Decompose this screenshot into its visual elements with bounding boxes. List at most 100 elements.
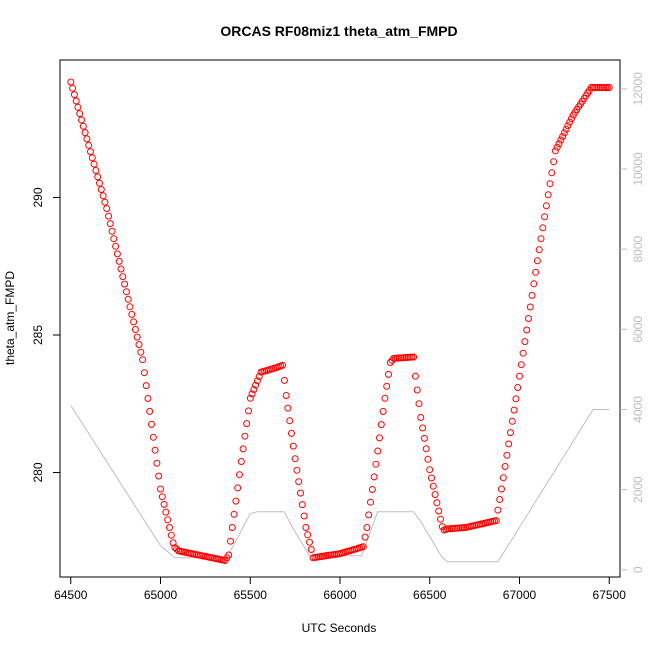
data-point [169, 539, 177, 547]
data-point [166, 524, 173, 531]
data-point [158, 493, 166, 501]
data-point [555, 140, 563, 148]
data-point [142, 382, 150, 390]
data-point [535, 246, 543, 254]
y-tick-label: 280 [31, 462, 45, 482]
data-point [289, 442, 297, 450]
data-point [135, 341, 143, 349]
data-point [431, 491, 439, 498]
data-point [106, 220, 114, 228]
x-tick-label: 67500 [593, 588, 627, 602]
data-point [108, 227, 116, 235]
data-point [72, 97, 80, 105]
data-point [507, 429, 514, 437]
data-point [121, 280, 129, 288]
data-point [83, 135, 91, 143]
x-tick-label: 66500 [413, 588, 447, 602]
data-point [499, 474, 507, 482]
data-point [137, 348, 145, 356]
data-point [99, 192, 107, 200]
data-point [553, 143, 561, 151]
data-point [87, 148, 94, 156]
data-point [428, 474, 435, 482]
data-point [494, 506, 502, 514]
data-point [140, 369, 148, 377]
y2-tick-label: 2000 [631, 476, 645, 503]
data-point [76, 110, 84, 118]
plot-frame [59, 59, 621, 578]
data-point [429, 482, 437, 490]
data-point [361, 533, 369, 541]
data-point [113, 250, 121, 258]
data-point [133, 333, 141, 341]
data-point [559, 133, 567, 140]
data-point [372, 460, 380, 468]
data-point [151, 446, 159, 454]
data-point [74, 103, 82, 111]
data-point [279, 361, 287, 369]
data-point [437, 515, 444, 523]
y-axis-label: theta_atm_FMPD [3, 271, 17, 365]
data-point [241, 432, 249, 440]
data-point [568, 115, 575, 123]
data-point [521, 338, 529, 346]
data-point [562, 125, 570, 133]
x-tick-label: 67000 [503, 588, 537, 602]
data-point [435, 507, 443, 515]
y-tick-label: 285 [31, 325, 45, 345]
data-point [250, 386, 258, 393]
data-point [92, 167, 100, 174]
data-point [359, 543, 367, 551]
data-point [291, 455, 299, 463]
data-point [376, 434, 383, 442]
data-point [112, 242, 120, 250]
data-point [370, 473, 378, 481]
data-point [167, 531, 175, 539]
data-point [498, 485, 505, 493]
data-point [286, 417, 294, 425]
data-point [243, 420, 251, 428]
data-point [413, 386, 421, 394]
data-point [516, 372, 523, 380]
x-tick-label: 64500 [54, 588, 88, 602]
data-point [422, 445, 430, 453]
data-point [297, 489, 304, 497]
y2-axis: 0 2000 4000 6000 8000 10000 12000 [620, 72, 645, 573]
data-point [514, 384, 522, 391]
data-point [424, 455, 432, 463]
data-point [605, 84, 613, 91]
data-point [94, 173, 102, 181]
data-point [512, 395, 520, 403]
data-point [365, 511, 373, 519]
data-point [239, 445, 247, 453]
x-axis-label: UTC Seconds [302, 621, 377, 635]
data-point [503, 451, 511, 459]
data-point [551, 147, 559, 155]
data-point [148, 420, 155, 428]
data-point [537, 235, 545, 243]
data-point [103, 205, 111, 212]
data-point [417, 414, 425, 421]
data-point [115, 257, 123, 265]
data-point [225, 551, 233, 559]
data-point [293, 466, 301, 474]
data-point [433, 499, 441, 507]
data-point [157, 485, 164, 493]
data-point [70, 91, 78, 99]
data-point [227, 537, 234, 545]
data-point [501, 463, 509, 470]
data-point [546, 180, 554, 188]
y2-tick-label: 10000 [631, 152, 645, 186]
y2-tick-label: 8000 [631, 235, 645, 262]
data-point [363, 524, 371, 531]
data-point [496, 496, 504, 503]
data-point [130, 318, 138, 326]
data-point [557, 136, 565, 144]
data-point [533, 257, 541, 265]
data-point [525, 315, 532, 322]
data-point [426, 466, 434, 474]
data-point [284, 404, 292, 412]
data-point [295, 478, 303, 486]
